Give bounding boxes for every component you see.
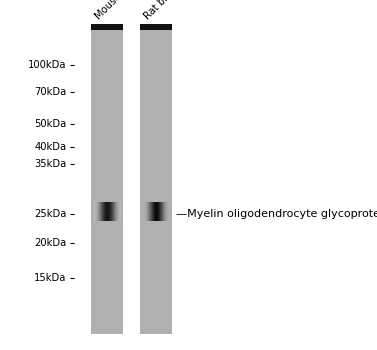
Bar	[140, 30, 173, 334]
Text: 20kDa: 20kDa	[34, 238, 66, 248]
Text: 35kDa: 35kDa	[34, 159, 66, 169]
Bar	[91, 25, 123, 30]
Text: 100kDa: 100kDa	[28, 60, 66, 70]
Text: Mouse brain: Mouse brain	[93, 0, 144, 21]
Text: 40kDa: 40kDa	[34, 142, 66, 152]
Text: 50kDa: 50kDa	[34, 119, 66, 129]
Text: Rat brain: Rat brain	[142, 0, 182, 21]
Bar	[140, 25, 173, 30]
Text: 70kDa: 70kDa	[34, 87, 66, 97]
Text: —Myelin oligodendrocyte glycoprotein: —Myelin oligodendrocyte glycoprotein	[176, 209, 377, 219]
Text: 15kDa: 15kDa	[34, 273, 66, 283]
Bar	[91, 30, 123, 334]
Text: 25kDa: 25kDa	[34, 209, 66, 219]
